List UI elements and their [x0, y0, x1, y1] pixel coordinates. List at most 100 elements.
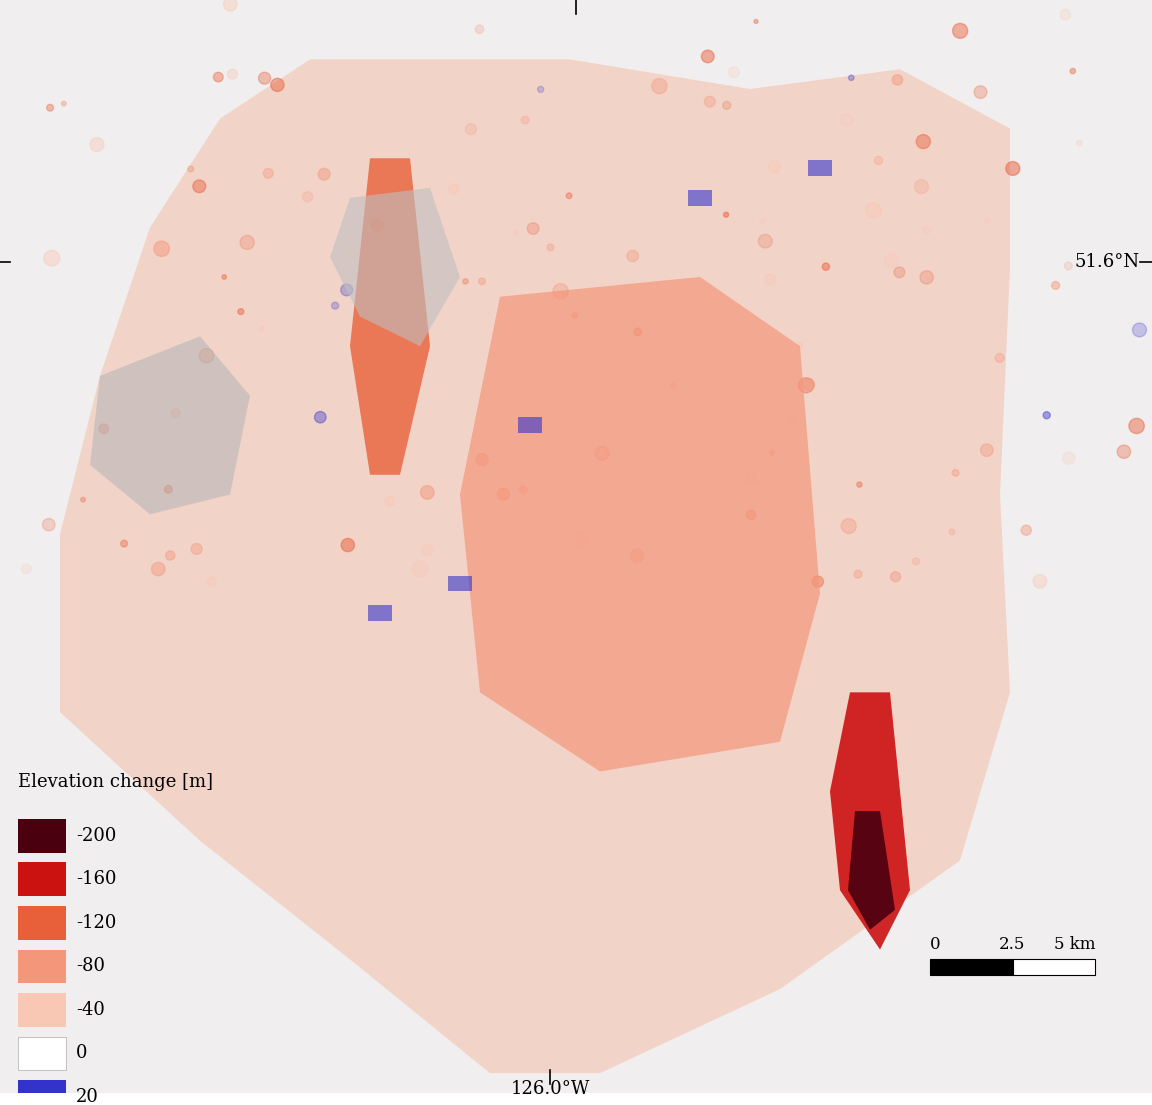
Text: -40: -40 — [76, 1001, 105, 1019]
Circle shape — [841, 518, 856, 534]
Circle shape — [448, 183, 458, 193]
Text: -160: -160 — [76, 871, 116, 888]
Circle shape — [755, 20, 758, 23]
Polygon shape — [367, 606, 392, 621]
Circle shape — [890, 571, 901, 581]
Circle shape — [259, 327, 264, 332]
Circle shape — [422, 544, 433, 556]
Bar — [18, 1080, 66, 1105]
Circle shape — [478, 278, 485, 285]
Circle shape — [412, 561, 429, 577]
Circle shape — [498, 488, 510, 501]
Circle shape — [222, 275, 227, 280]
Circle shape — [213, 72, 223, 82]
Polygon shape — [448, 576, 472, 591]
Circle shape — [764, 383, 770, 388]
Polygon shape — [808, 160, 832, 176]
Circle shape — [823, 263, 829, 271]
Bar — [18, 906, 66, 939]
Polygon shape — [829, 693, 910, 949]
Circle shape — [975, 86, 987, 98]
Text: -120: -120 — [76, 914, 116, 932]
Circle shape — [90, 138, 104, 151]
Circle shape — [953, 23, 968, 39]
Circle shape — [865, 202, 881, 218]
Circle shape — [538, 86, 544, 93]
Circle shape — [768, 161, 780, 172]
Circle shape — [44, 251, 60, 266]
Circle shape — [227, 70, 237, 80]
Circle shape — [912, 558, 919, 565]
Circle shape — [841, 114, 852, 126]
Circle shape — [702, 50, 714, 63]
Circle shape — [463, 278, 468, 284]
Circle shape — [240, 235, 255, 250]
Circle shape — [803, 379, 814, 390]
Circle shape — [704, 96, 715, 107]
Circle shape — [723, 212, 728, 218]
Bar — [18, 949, 66, 983]
Circle shape — [1021, 525, 1031, 535]
Circle shape — [192, 180, 206, 192]
Circle shape — [1064, 262, 1073, 270]
Circle shape — [915, 180, 929, 193]
Text: 51.6°N: 51.6°N — [1075, 253, 1140, 271]
Bar — [18, 863, 66, 896]
Circle shape — [1129, 419, 1144, 433]
Circle shape — [199, 348, 214, 362]
Circle shape — [916, 135, 931, 148]
Circle shape — [476, 453, 488, 465]
Bar — [1013, 959, 1096, 976]
Text: 0: 0 — [76, 1044, 88, 1062]
Circle shape — [728, 67, 740, 77]
Circle shape — [759, 219, 765, 224]
Circle shape — [634, 328, 642, 336]
Circle shape — [567, 193, 571, 199]
Circle shape — [371, 219, 384, 231]
Circle shape — [166, 551, 175, 560]
Circle shape — [796, 341, 803, 348]
Text: Elevation change [m]: Elevation change [m] — [18, 774, 213, 791]
Circle shape — [520, 486, 528, 494]
Circle shape — [271, 78, 285, 92]
Circle shape — [765, 274, 775, 285]
Circle shape — [1062, 452, 1075, 464]
Circle shape — [630, 549, 644, 562]
Circle shape — [547, 244, 554, 251]
Circle shape — [341, 284, 353, 296]
Circle shape — [798, 378, 813, 393]
Circle shape — [332, 302, 339, 309]
Circle shape — [627, 251, 638, 262]
Circle shape — [385, 496, 395, 506]
Circle shape — [949, 529, 955, 535]
Circle shape — [995, 354, 1005, 362]
Circle shape — [758, 234, 772, 248]
Circle shape — [1060, 10, 1070, 20]
Circle shape — [1117, 445, 1130, 459]
Circle shape — [43, 518, 55, 530]
Circle shape — [952, 470, 958, 476]
Text: 20: 20 — [76, 1088, 99, 1105]
Circle shape — [99, 424, 108, 433]
Circle shape — [857, 482, 862, 487]
Bar — [930, 959, 1013, 976]
Circle shape — [812, 576, 824, 587]
Circle shape — [854, 570, 862, 578]
Circle shape — [264, 168, 273, 178]
Circle shape — [61, 102, 66, 106]
Circle shape — [670, 383, 675, 388]
Circle shape — [892, 75, 903, 85]
Circle shape — [1132, 323, 1146, 337]
Bar — [18, 993, 66, 1027]
Text: 2.5: 2.5 — [999, 936, 1025, 954]
Circle shape — [1033, 575, 1047, 588]
Text: 126.0°W: 126.0°W — [510, 1080, 590, 1098]
Circle shape — [984, 218, 990, 224]
Circle shape — [576, 535, 588, 545]
Circle shape — [170, 409, 180, 418]
Circle shape — [206, 577, 217, 587]
Circle shape — [1006, 161, 1020, 176]
Polygon shape — [350, 158, 430, 475]
Circle shape — [303, 191, 312, 202]
Circle shape — [258, 72, 271, 84]
